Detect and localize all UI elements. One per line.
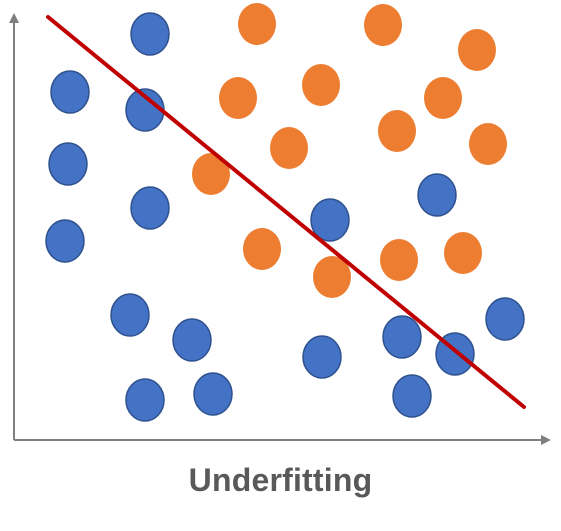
class-b-point-14 — [444, 232, 482, 274]
class-b-point-13 — [380, 239, 418, 281]
class-a-point-9 — [111, 294, 149, 336]
class-b-point-3 — [458, 29, 496, 71]
underfitting-diagram — [0, 0, 561, 460]
class-a-point-15 — [126, 379, 164, 421]
diagram-caption: Underfitting — [0, 462, 561, 499]
decision-line — [48, 17, 524, 407]
class-b-point-9 — [469, 123, 507, 165]
class-a-point-2 — [51, 71, 89, 113]
class-a-point-7 — [418, 174, 456, 216]
class-b-point-11 — [243, 228, 281, 270]
class-b-point-7 — [270, 127, 308, 169]
class-a-point-1 — [131, 13, 169, 55]
class-a-point-14 — [303, 336, 341, 378]
class-a-point-17 — [393, 375, 431, 417]
axes — [14, 18, 546, 440]
class-a-point-6 — [46, 220, 84, 262]
class-a-point-11 — [383, 316, 421, 358]
class-a-point-10 — [173, 319, 211, 361]
class-b-point-4 — [219, 77, 257, 119]
class-b-point-8 — [378, 110, 416, 152]
class-a-point-12 — [486, 298, 524, 340]
class-b-point-1 — [238, 3, 276, 45]
class-b-point-5 — [302, 64, 340, 106]
class-a-point-16 — [194, 373, 232, 415]
class-b-point-2 — [364, 4, 402, 46]
class-a-point-5 — [131, 187, 169, 229]
class-b-points — [192, 3, 507, 298]
class-b-point-6 — [424, 77, 462, 119]
class-a-point-4 — [49, 143, 87, 185]
